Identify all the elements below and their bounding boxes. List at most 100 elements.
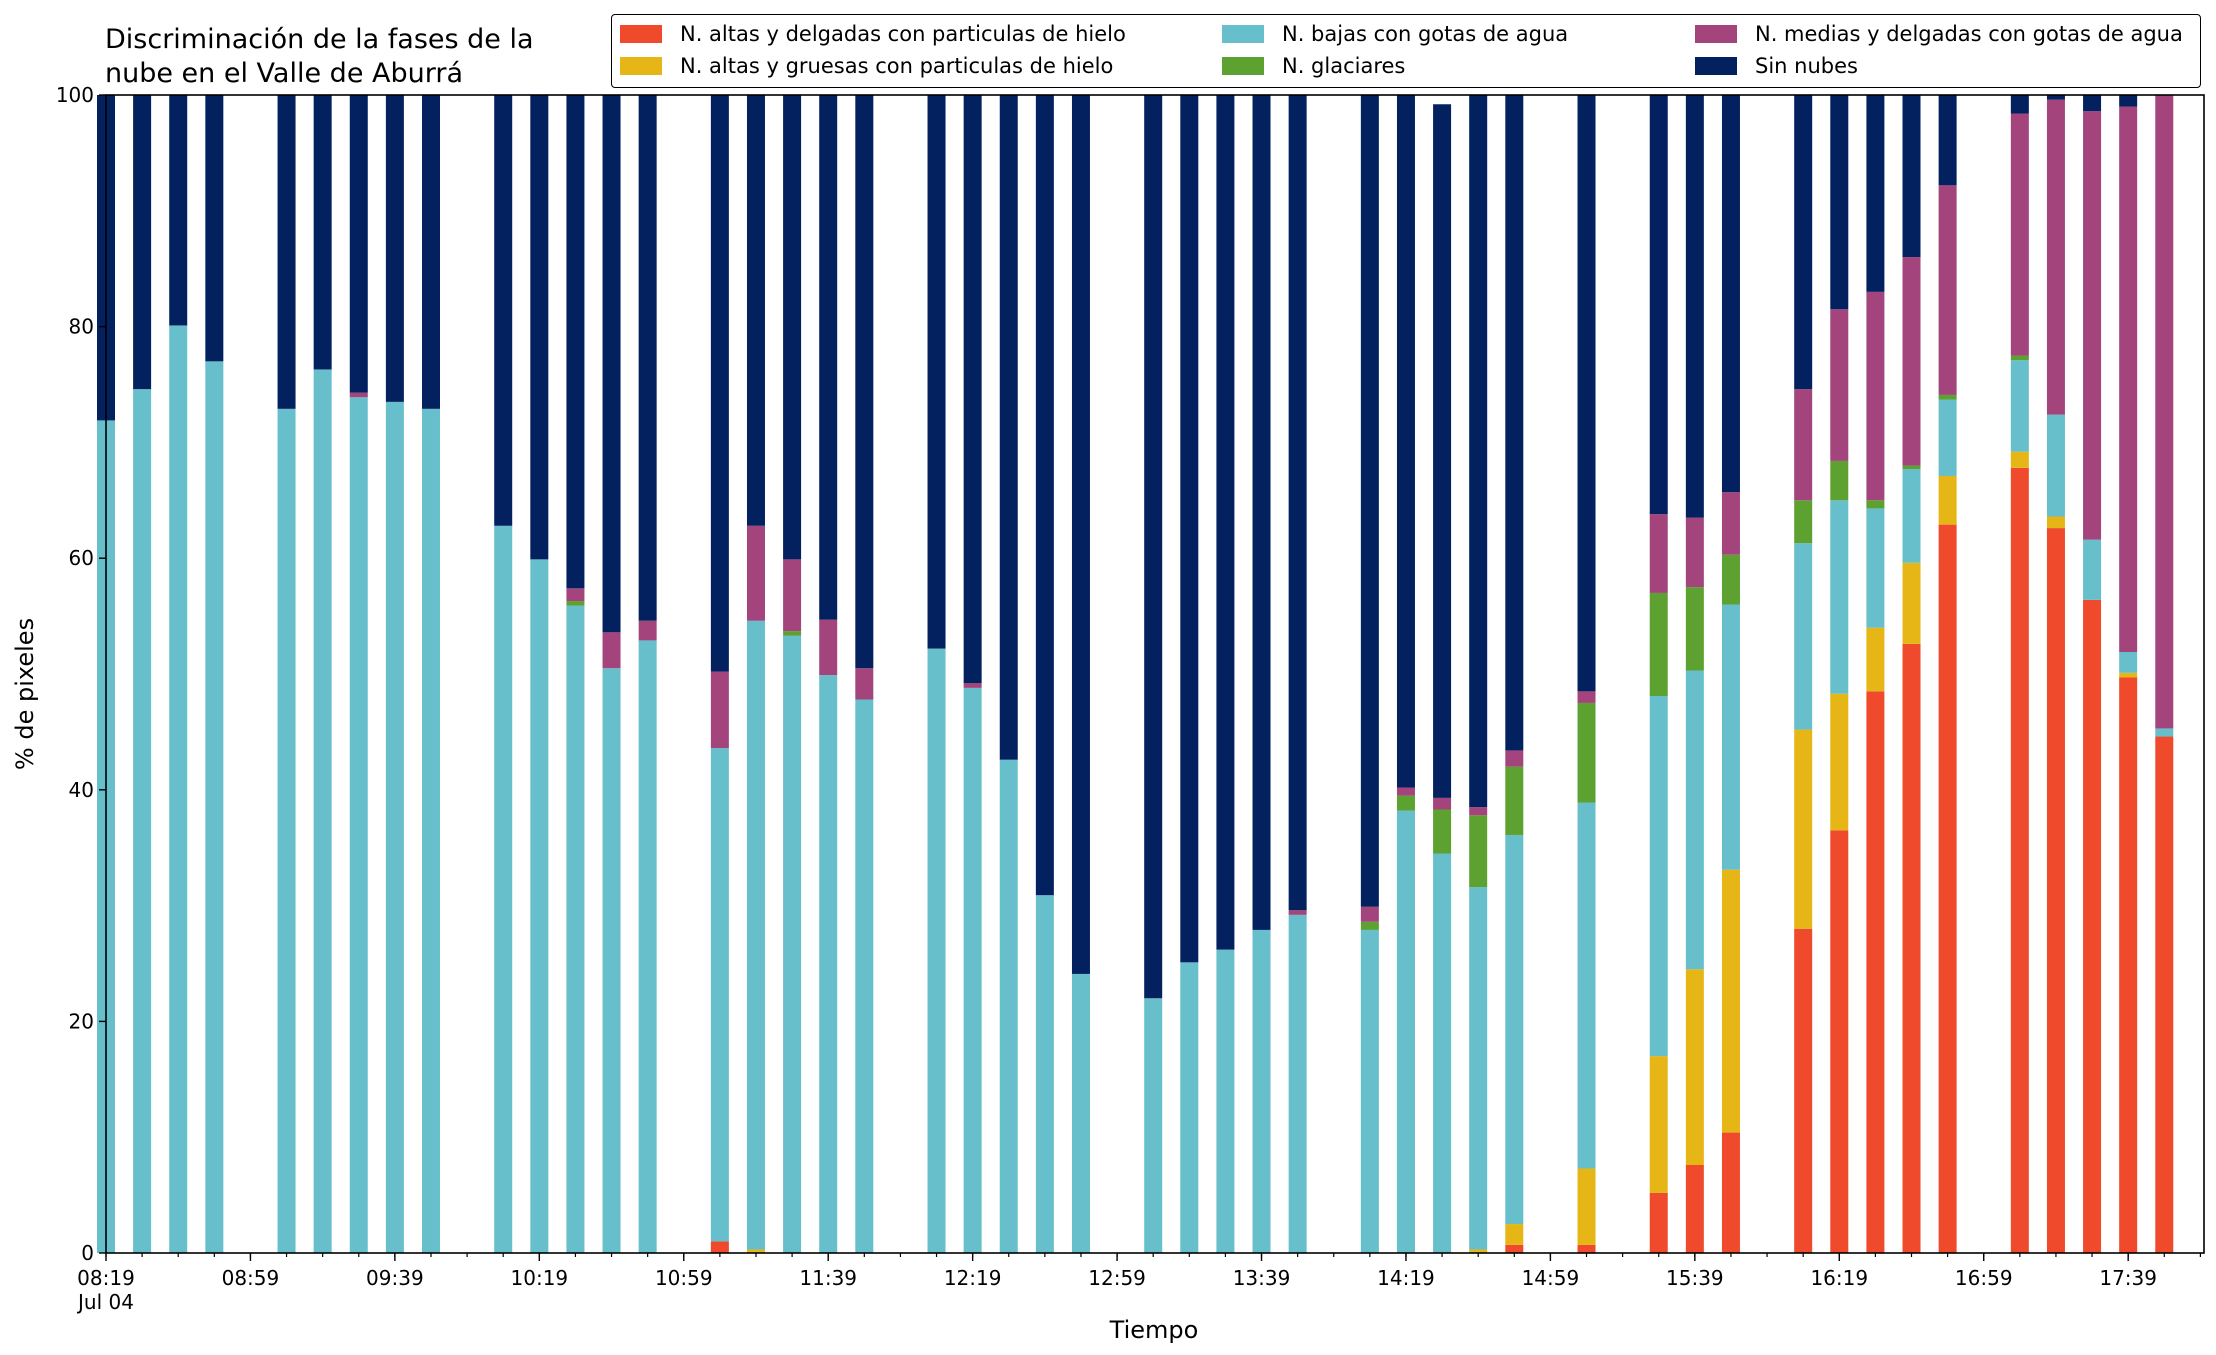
bar-segment-sin-nubes-1119 (746, 95, 765, 526)
bar-segment-n-altas-y-delgadas-con-particulas-de-hielo-1729 (2083, 599, 2102, 1253)
bar-segment-sin-nubes-1139 (819, 95, 838, 620)
bar-segment-n-medias-y-delgadas-con-gotas-de-agua-1719 (2046, 99, 2065, 415)
bar-segment-sin-nubes-1449 (1505, 95, 1524, 751)
bar-segment-sin-nubes-1319 (1180, 95, 1199, 963)
bar-segment-n-medias-y-delgadas-con-gotas-de-agua-1219 (963, 683, 982, 688)
bar-segment-n-altas-y-gruesas-con-particulas-de-hielo-1719 (2046, 516, 2065, 529)
bar-segment-n-bajas-con-gotas-de-agua-1649 (1938, 399, 1957, 476)
bar-segment-sin-nubes-1709 (2010, 95, 2029, 114)
bar-segment-n-medias-y-delgadas-con-gotas-de-agua-1709 (2010, 113, 2029, 356)
y-tick-label-40: 40 (69, 778, 94, 802)
bar-segment-n-bajas-con-gotas-de-agua-1609 (1794, 543, 1813, 730)
legend-item-sin-nubes: Sin nubes (1695, 51, 1858, 81)
bar-segment-n-bajas-con-gotas-de-agua-0829 (133, 389, 152, 1253)
bar-segment-n-bajas-con-gotas-de-agua-1009 (494, 525, 513, 1253)
bar-segment-n-altas-y-gruesas-con-particulas-de-hielo-1629 (1866, 627, 1885, 692)
bar-segment-n-medias-y-delgadas-con-gotas-de-agua-1419 (1396, 787, 1415, 796)
bar-segment-sin-nubes-1409 (1360, 95, 1379, 907)
bar-segment-n-glaciares-1409 (1360, 921, 1379, 930)
bar-segment-sin-nubes-1549 (1721, 95, 1740, 493)
legend-label: N. altas y delgadas con particulas de hi… (680, 22, 1126, 46)
bar-segment-sin-nubes-0949 (421, 95, 440, 409)
bar-segment-n-glaciares-1649 (1938, 394, 1957, 400)
bar-segment-sin-nubes-1239 (1035, 95, 1054, 896)
bar-segment-sin-nubes-0839 (169, 95, 188, 326)
legend-swatch (1222, 25, 1264, 43)
bar-segment-n-medias-y-delgadas-con-gotas-de-agua-1349 (1288, 910, 1307, 915)
bar-segment-n-bajas-con-gotas-de-agua-1549 (1721, 604, 1740, 870)
bar-segment-n-medias-y-delgadas-con-gotas-de-agua-1129 (783, 559, 802, 632)
y-tick-label-0: 0 (81, 1241, 94, 1265)
bar-segment-n-medias-y-delgadas-con-gotas-de-agua-1529 (1649, 514, 1668, 593)
bar-segment-n-bajas-con-gotas-de-agua-0929 (349, 397, 368, 1253)
bar-segment-sin-nubes-1539 (1685, 95, 1704, 518)
bar-segment-n-altas-y-gruesas-con-particulas-de-hielo-1119 (746, 1249, 765, 1253)
bar-segment-n-bajas-con-gotas-de-agua-1719 (2046, 414, 2065, 517)
x-tick-label-1219: 12:19 (944, 1266, 1002, 1290)
bar-segment-sin-nubes-1349 (1288, 95, 1307, 911)
bar-segment-sin-nubes-0939 (385, 95, 404, 402)
bar-segment-n-bajas-con-gotas-de-agua-1509 (1577, 802, 1596, 1169)
bar-segment-n-altas-y-delgadas-con-particulas-de-hielo-1609 (1794, 928, 1813, 1253)
bar-segment-n-altas-y-delgadas-con-particulas-de-hielo-1539 (1685, 1164, 1704, 1253)
bar-segment-n-altas-y-gruesas-con-particulas-de-hielo-1609 (1794, 729, 1813, 929)
x-tick-label-1339: 13:39 (1233, 1266, 1291, 1290)
bar-segment-sin-nubes-0829 (133, 95, 152, 390)
x-tick-label-1259: 12:59 (1088, 1266, 1146, 1290)
bar-segment-n-bajas-con-gotas-de-agua-1639 (1902, 469, 1921, 563)
bar-segment-n-medias-y-delgadas-con-gotas-de-agua-1549 (1721, 492, 1740, 555)
bar-segment-n-altas-y-delgadas-con-particulas-de-hielo-1719 (2046, 528, 2065, 1253)
bar-segment-n-altas-y-gruesas-con-particulas-de-hielo-1529 (1649, 1056, 1668, 1193)
bar-segment-sin-nubes-1109 (710, 95, 729, 672)
bar-segment-n-altas-y-delgadas-con-particulas-de-hielo-1509 (1577, 1244, 1596, 1253)
bar-segment-n-altas-y-delgadas-con-particulas-de-hielo-1549 (1721, 1132, 1740, 1253)
bar-segment-n-medias-y-delgadas-con-gotas-de-agua-1109 (710, 671, 729, 749)
legend-swatch (1695, 57, 1737, 75)
bar-segment-sin-nubes-0909 (277, 95, 296, 409)
bar-segment-sin-nubes-1339 (1252, 95, 1271, 930)
bar-segment-n-bajas-con-gotas-de-agua-1409 (1360, 929, 1379, 1253)
bar-segment-n-glaciares-1509 (1577, 702, 1596, 803)
bar-segment-n-bajas-con-gotas-de-agua-1449 (1505, 834, 1524, 1225)
x-tick-label-1539: 15:39 (1666, 1266, 1724, 1290)
bar-segment-n-bajas-con-gotas-de-agua-1039 (602, 668, 621, 1253)
bar-segment-sin-nubes-1719 (2046, 95, 2065, 100)
bar-segment-n-bajas-con-gotas-de-agua-1739 (2119, 652, 2138, 673)
bar-segment-n-bajas-con-gotas-de-agua-1249 (1071, 973, 1090, 1253)
bar-segment-n-bajas-con-gotas-de-agua-1329 (1216, 949, 1235, 1253)
legend-item-n-medias-y-delgadas-con-gotas-de-agua: N. medias y delgadas con gotas de agua (1695, 19, 2183, 49)
bar-segment-n-altas-y-gruesas-con-particulas-de-hielo-1649 (1938, 475, 1957, 525)
bar-segment-n-bajas-con-gotas-de-agua-1309 (1144, 998, 1163, 1253)
bar-segment-n-glaciares-1529 (1649, 592, 1668, 696)
bar-segment-n-glaciares-1449 (1505, 766, 1524, 835)
bar-segment-n-bajas-con-gotas-de-agua-0939 (385, 401, 404, 1253)
y-tick-label-20: 20 (69, 1009, 94, 1033)
bar-segment-n-glaciares-1619 (1830, 460, 1849, 501)
x-tick-label-1739: 17:39 (2099, 1266, 2157, 1290)
bar-segment-sin-nubes-1209 (927, 95, 946, 649)
bar-segment-n-bajas-con-gotas-de-agua-1209 (927, 648, 946, 1253)
bar-segment-n-glaciares-1539 (1685, 587, 1704, 671)
legend-swatch (620, 57, 662, 75)
bar-segment-n-altas-y-gruesas-con-particulas-de-hielo-1549 (1721, 869, 1740, 1133)
bar-segment-n-altas-y-delgadas-con-particulas-de-hielo-1109 (710, 1241, 729, 1253)
bar-segment-sin-nubes-1429 (1433, 104, 1452, 798)
bar-segment-sin-nubes-0849 (205, 95, 224, 362)
bar-segment-n-bajas-con-gotas-de-agua-1049 (638, 640, 657, 1253)
legend-item-n-bajas-con-gotas-de-agua: N. bajas con gotas de agua (1222, 19, 1568, 49)
bar-segment-n-medias-y-delgadas-con-gotas-de-agua-1029 (566, 588, 585, 602)
bar-segment-n-bajas-con-gotas-de-agua-1019 (530, 559, 549, 1253)
x-axis-label: Tiempo (1109, 1316, 1199, 1344)
bar-segment-sin-nubes-1629 (1866, 95, 1885, 292)
bar-segment-n-altas-y-gruesas-con-particulas-de-hielo-1449 (1505, 1224, 1524, 1245)
bar-segment-sin-nubes-1149 (855, 95, 874, 669)
bar-segment-n-glaciares-1639 (1902, 465, 1921, 470)
x-tick-label-1659: 16:59 (1955, 1266, 2013, 1290)
bar-segment-n-bajas-con-gotas-de-agua-1539 (1685, 670, 1704, 970)
x-tick-label-0819: 08:19 (77, 1266, 135, 1290)
bar-segment-n-medias-y-delgadas-con-gotas-de-agua-1629 (1866, 291, 1885, 501)
bar-segment-n-altas-y-gruesas-con-particulas-de-hielo-1539 (1685, 969, 1704, 1165)
legend-swatch (620, 25, 662, 43)
legend-swatch (1222, 57, 1264, 75)
